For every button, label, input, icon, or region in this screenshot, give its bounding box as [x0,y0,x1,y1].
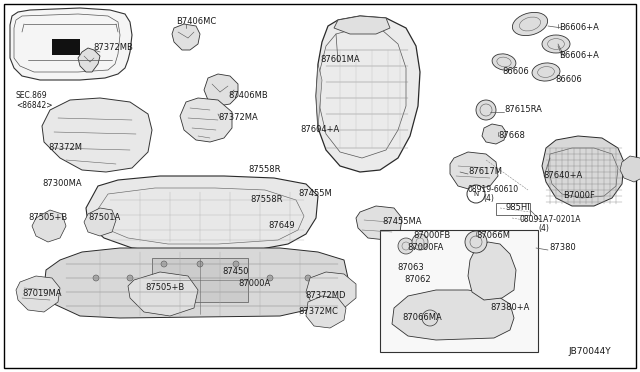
Polygon shape [392,290,514,340]
Text: 87372MB: 87372MB [93,44,133,52]
Polygon shape [86,176,318,252]
Circle shape [422,310,438,326]
Text: 87615RA: 87615RA [504,106,542,115]
Text: 87558R: 87558R [250,196,282,205]
Text: 87066M: 87066M [476,231,510,240]
Text: (4): (4) [538,224,549,234]
Text: 87000FA: 87000FA [407,243,444,251]
Polygon shape [84,208,116,236]
Text: <86842>: <86842> [16,102,52,110]
Polygon shape [306,296,346,328]
Text: 87558R: 87558R [248,166,280,174]
Polygon shape [172,24,200,50]
Text: 87063: 87063 [397,263,424,273]
Polygon shape [468,242,516,300]
Text: 87668: 87668 [498,131,525,140]
Text: B7406MC: B7406MC [176,17,216,26]
Text: B7000F: B7000F [563,190,595,199]
Text: 87640+A: 87640+A [543,170,582,180]
Text: 87455MA: 87455MA [382,218,422,227]
Text: 87450: 87450 [222,267,248,276]
Circle shape [93,275,99,281]
Text: 87300MA: 87300MA [42,179,82,187]
Polygon shape [356,206,402,240]
Circle shape [161,261,167,267]
Polygon shape [10,8,132,80]
Text: (4): (4) [483,195,494,203]
Circle shape [476,100,496,120]
Text: 87406MB: 87406MB [228,90,268,99]
Ellipse shape [542,35,570,53]
Polygon shape [128,272,198,316]
Bar [380,230,538,352]
Text: N: N [474,191,479,197]
Text: 08919-60610: 08919-60610 [468,185,519,193]
Text: 985HI: 985HI [506,202,531,212]
Text: 87505+B: 87505+B [28,214,67,222]
Polygon shape [78,48,100,72]
Circle shape [127,275,133,281]
Text: SEC.869: SEC.869 [16,92,47,100]
Polygon shape [620,156,640,182]
Polygon shape [450,152,498,190]
Text: 87455M: 87455M [298,189,332,198]
Text: 87000FB: 87000FB [413,231,451,240]
Text: 86606: 86606 [555,76,582,84]
Polygon shape [334,16,390,34]
Polygon shape [32,210,66,242]
Polygon shape [316,16,420,172]
Circle shape [267,275,273,281]
Text: 87019MA: 87019MA [22,289,61,298]
Text: JB70044Y: JB70044Y [568,347,611,356]
Circle shape [465,231,487,253]
Polygon shape [542,136,624,206]
Circle shape [398,238,414,254]
Text: 08091A7-0201A: 08091A7-0201A [519,215,580,224]
Text: 87000A: 87000A [238,279,270,288]
Ellipse shape [492,54,516,70]
Text: 86606: 86606 [502,67,529,77]
Text: 87380: 87380 [549,244,576,253]
Bar [496,203,530,215]
Text: 87617M: 87617M [468,167,502,176]
Text: 87501A: 87501A [88,214,120,222]
Ellipse shape [513,12,548,36]
Polygon shape [316,64,322,128]
Polygon shape [16,276,60,312]
Text: 87505+B: 87505+B [145,283,184,292]
Text: B6606+A: B6606+A [559,23,599,32]
Text: 87372MD: 87372MD [305,291,346,299]
Text: B6606+A: B6606+A [559,51,599,61]
Circle shape [233,261,239,267]
Ellipse shape [532,63,560,81]
Text: 87062: 87062 [404,276,431,285]
Polygon shape [42,98,152,172]
Polygon shape [44,248,348,318]
Text: 87601MA: 87601MA [320,55,360,64]
Text: 87372M: 87372M [48,144,82,153]
Circle shape [412,234,428,250]
Polygon shape [482,124,506,144]
Polygon shape [180,98,232,142]
Text: 87604+A: 87604+A [300,125,339,135]
Text: 87066MA: 87066MA [402,312,442,321]
Bar [52,39,80,55]
Polygon shape [204,74,238,106]
Circle shape [467,185,485,203]
Bar [152,258,248,302]
Polygon shape [306,272,356,310]
Circle shape [197,261,203,267]
Text: 87372MC: 87372MC [298,308,338,317]
Circle shape [305,275,311,281]
Text: 87372MA: 87372MA [218,113,258,122]
Text: 87380+A: 87380+A [490,304,529,312]
Text: 87649: 87649 [268,221,294,230]
